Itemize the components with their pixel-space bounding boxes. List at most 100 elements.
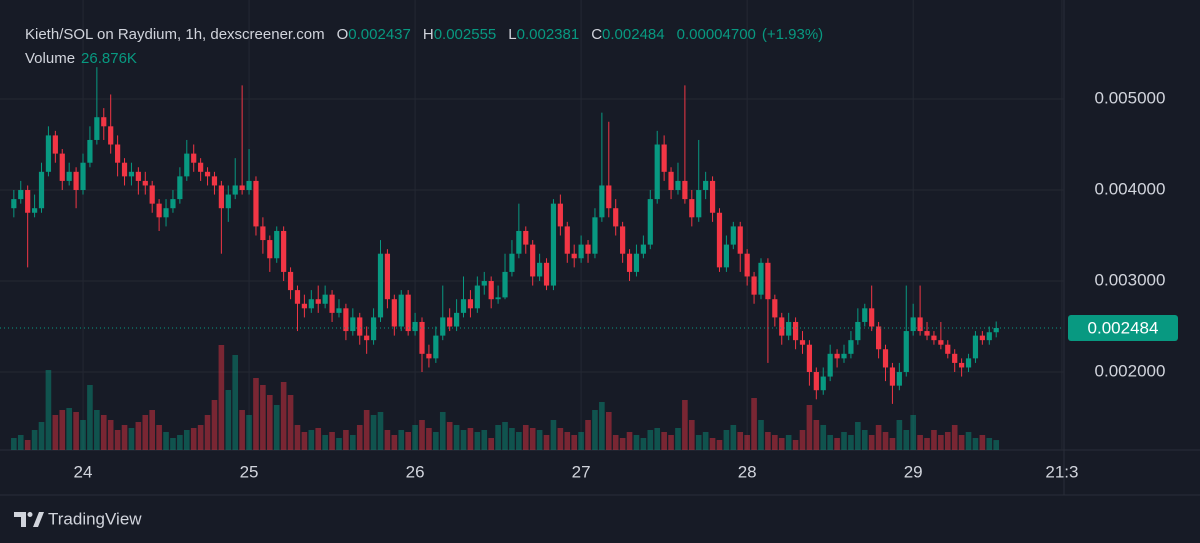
ohlc-value: 0.002484 (602, 26, 665, 43)
candle-body (792, 321, 799, 341)
candle-body (993, 327, 999, 333)
candle-body (211, 176, 218, 186)
candle-body (412, 321, 418, 332)
x-tick-label: 24 (74, 462, 93, 481)
volume-bar (951, 425, 958, 450)
candle-body (917, 317, 923, 332)
volume-bar (813, 420, 820, 450)
candle-body (156, 203, 162, 218)
candle-body (516, 230, 522, 254)
volume-bar (792, 440, 799, 450)
volume-bar (903, 430, 910, 450)
volume-bar (993, 440, 1000, 450)
ohlc-letter: L (508, 26, 517, 43)
candle-body (315, 299, 321, 304)
candle-body (460, 299, 467, 313)
candle-body (550, 203, 557, 286)
candle-body (94, 117, 100, 140)
candle-body (965, 358, 972, 368)
candle-body (578, 244, 584, 259)
volume-bar (128, 428, 135, 450)
volume-bar (924, 438, 930, 450)
candle-body (986, 332, 992, 341)
volume-legend: Volume 26.876K (25, 50, 137, 67)
volume-bar (730, 425, 737, 450)
volume-bar (875, 425, 882, 450)
volume-bar (253, 378, 259, 450)
volume-bar (633, 435, 640, 450)
volume-bar (516, 432, 522, 450)
candle-body (343, 308, 349, 332)
volume-bar (640, 438, 647, 450)
volume-bar (785, 435, 792, 450)
volume-bar (135, 422, 142, 450)
volume-bar (170, 438, 176, 450)
volume-bar (45, 370, 52, 450)
volume-bar (675, 428, 681, 450)
volume-bar (765, 432, 771, 450)
candle-body (585, 244, 591, 254)
volume-bar (495, 425, 501, 450)
candle-body (447, 317, 453, 327)
volume-bar (433, 432, 439, 450)
volume-bar (239, 410, 245, 450)
volume-bar (896, 420, 903, 450)
volume-bar (654, 428, 661, 450)
candle-body (813, 372, 819, 391)
candle-body (308, 299, 314, 309)
volume-bar (772, 435, 778, 450)
volume-bar (350, 435, 356, 450)
volume-bar (723, 430, 730, 450)
volume-bar (267, 395, 273, 450)
volume-bar (744, 435, 750, 450)
ohlc-value: 0.002381 (516, 26, 580, 43)
volume-bar (287, 395, 294, 450)
volume-bar (11, 438, 17, 450)
candle-body (855, 321, 861, 341)
volume-bar (370, 415, 377, 450)
candle-body (668, 171, 674, 191)
volume-bar (183, 430, 190, 450)
candle-body (336, 308, 342, 313)
candle-body (488, 281, 494, 300)
candle-body (765, 262, 771, 300)
volume-bar (827, 435, 833, 450)
volume-bar (944, 432, 951, 450)
candle-body (537, 262, 543, 277)
candle-body (979, 335, 985, 341)
volume-bar (204, 415, 211, 450)
candle-body (287, 271, 294, 291)
volume-bar (488, 438, 494, 450)
change-percent: (+1.93%) (761, 26, 824, 43)
volume-bar (156, 425, 162, 450)
volume-bar (31, 430, 38, 450)
candle-body (59, 153, 65, 181)
volume-bar (59, 410, 66, 450)
x-tick-label: 26 (406, 462, 425, 481)
ohlc-value: 0.002555 (433, 26, 497, 43)
volume-bar (474, 432, 481, 450)
volume-bar (190, 428, 197, 450)
volume-bar (412, 425, 418, 450)
volume-bar (211, 400, 218, 450)
candle-body (108, 126, 114, 145)
candle-body (779, 317, 785, 336)
volume-bar (799, 430, 806, 450)
candle-body (198, 162, 204, 172)
candle-body (440, 317, 446, 336)
volume-bar (52, 415, 59, 450)
volume-bar (336, 438, 342, 450)
candle-body (329, 294, 335, 313)
volume-bar (294, 425, 301, 450)
volume-bar (426, 428, 432, 450)
volume-bar (280, 382, 287, 450)
candle-body (786, 321, 792, 336)
candle-body (620, 226, 626, 254)
candle-body (495, 297, 501, 300)
volume-bar (709, 438, 716, 450)
candle-body (66, 171, 72, 181)
candle-body (364, 335, 370, 341)
candle-body (177, 176, 183, 200)
ohlc-letter: H (422, 26, 434, 43)
